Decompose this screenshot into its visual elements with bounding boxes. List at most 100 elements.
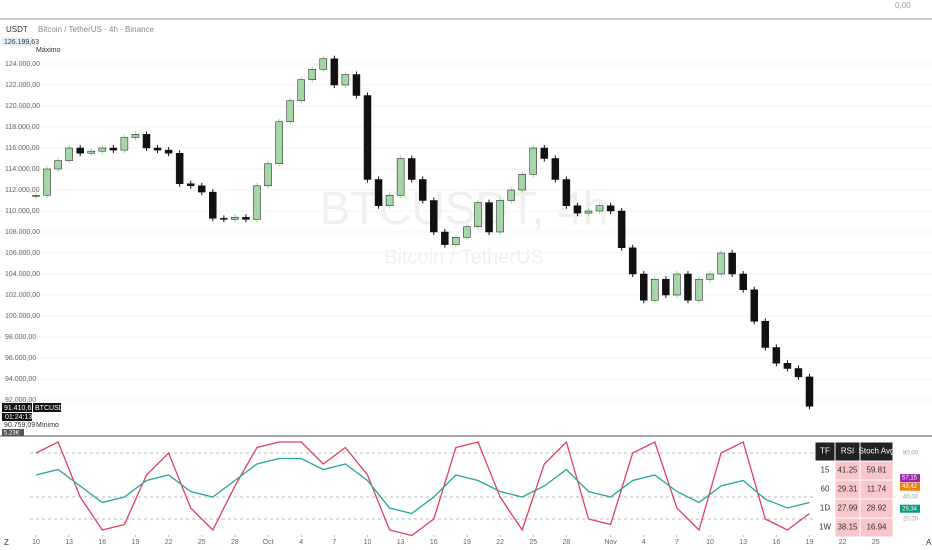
candle xyxy=(728,252,736,275)
y-tick-label: 124.000,00 xyxy=(5,61,40,68)
x-tick-label: 22 xyxy=(165,539,173,546)
x-tick-label: Nov xyxy=(604,539,617,546)
x-tick-label: 10 xyxy=(32,539,40,546)
candle xyxy=(120,137,129,151)
candle xyxy=(374,179,383,206)
candle xyxy=(186,183,195,187)
table-cell xyxy=(859,517,894,538)
table-header: TF xyxy=(820,447,830,456)
y-tick-label: 108.000,00 xyxy=(5,229,40,236)
table-cell-text: 11.74 xyxy=(867,485,887,494)
y-tick-label: 92.000,00 xyxy=(5,397,36,404)
candle xyxy=(341,74,350,86)
x-tick-label: 19 xyxy=(463,539,471,546)
candle xyxy=(87,150,95,154)
table-cell-text: 15 xyxy=(821,466,830,475)
candle xyxy=(220,218,228,220)
x-tick-label: 22 xyxy=(496,539,504,546)
candle xyxy=(419,179,427,201)
candle xyxy=(319,58,328,70)
indicator-last-badge xyxy=(900,504,920,513)
y-tick-label: 102.000,00 xyxy=(5,292,40,299)
candle xyxy=(617,210,626,248)
x-tick-label: 19 xyxy=(132,539,140,546)
last-price: 91.410,61 xyxy=(4,405,35,412)
x-tick-label: 10 xyxy=(706,539,714,546)
y-tick-label: 104.000,00 xyxy=(5,271,40,278)
candle xyxy=(518,174,526,191)
candle xyxy=(474,202,482,228)
max-label: Máximo xyxy=(36,47,61,54)
candle xyxy=(275,121,283,164)
indicator-tick-label: 40,00 xyxy=(903,495,919,501)
indicator-tick-label: 80,00 xyxy=(903,451,919,457)
candle xyxy=(407,158,416,180)
candle xyxy=(673,273,681,296)
indicator-line xyxy=(35,440,810,537)
y-tick-label: 106.000,00 xyxy=(5,250,40,257)
x-tick-label: 19 xyxy=(806,539,814,546)
x-tick-label: 7 xyxy=(675,539,679,546)
candle xyxy=(529,147,537,175)
candle xyxy=(606,205,615,212)
candle xyxy=(595,205,604,212)
candle xyxy=(684,273,692,301)
candle xyxy=(651,279,659,301)
candle xyxy=(772,347,781,364)
x-tick-label: 13 xyxy=(397,539,405,546)
candle xyxy=(485,202,493,233)
candle xyxy=(242,217,250,220)
candle xyxy=(231,217,239,220)
candle xyxy=(628,247,637,275)
watermark-sub: Bitcoin / TetherUS xyxy=(384,246,544,268)
candle xyxy=(540,147,549,159)
y-tick-label: 116.000,00 xyxy=(5,145,40,152)
x-tick-label: 16 xyxy=(430,539,438,546)
table-header: Stoch Avg xyxy=(859,447,895,456)
candle xyxy=(463,226,471,238)
indicator-last-badge xyxy=(900,482,920,491)
x-tick-label: 25 xyxy=(529,539,537,546)
table-cell-text: 1W xyxy=(819,523,831,532)
x-tick-label: 22 xyxy=(839,539,847,546)
corner-value: 0,00 xyxy=(895,1,911,10)
indicator-last-label: 49,42 xyxy=(902,484,918,490)
x-tick-label: 4 xyxy=(642,539,646,546)
x-tick-label: 4 xyxy=(299,539,303,546)
y-tick-label: 98.000,00 xyxy=(5,334,36,341)
symbol-tag: BTCUSDT xyxy=(35,405,69,412)
indicator-tick-label: 20,00 xyxy=(903,517,919,523)
candle xyxy=(286,100,294,122)
y-tick-label: 118.000,00 xyxy=(5,124,40,131)
y-tick-label: 122.000,00 xyxy=(5,82,40,89)
x-tick-label: 25 xyxy=(872,539,880,546)
x-tick-label: 10 xyxy=(364,539,372,546)
table-cell-text: 16.94 xyxy=(866,523,887,532)
candle xyxy=(330,58,339,86)
candle xyxy=(573,205,582,214)
candle xyxy=(452,237,460,245)
last-badge xyxy=(2,403,32,412)
y-tick-label: 100.000,00 xyxy=(5,313,40,320)
candle xyxy=(640,273,648,301)
candle xyxy=(363,95,372,180)
candle xyxy=(783,363,792,369)
x-tick-label: 16 xyxy=(98,539,106,546)
table-cell-text: 38.15 xyxy=(837,523,858,532)
symbol-title: Bitcoin / TetherUS · 4h · Binance xyxy=(38,25,154,34)
candle xyxy=(750,289,758,322)
candle xyxy=(164,149,173,154)
candle xyxy=(496,200,504,233)
candle xyxy=(551,158,560,180)
corner-right[interactable]: A xyxy=(926,538,932,547)
candle xyxy=(32,195,40,197)
corner-left[interactable]: Z xyxy=(4,538,9,547)
candle xyxy=(706,273,714,280)
y-tick-label: 120.000,00 xyxy=(5,103,40,110)
candle xyxy=(662,279,670,296)
candle xyxy=(717,252,725,275)
countdown: 01:24:13 xyxy=(5,414,32,421)
table-cell-text: 59.81 xyxy=(866,466,887,475)
candle xyxy=(507,189,515,201)
candle xyxy=(441,231,449,245)
